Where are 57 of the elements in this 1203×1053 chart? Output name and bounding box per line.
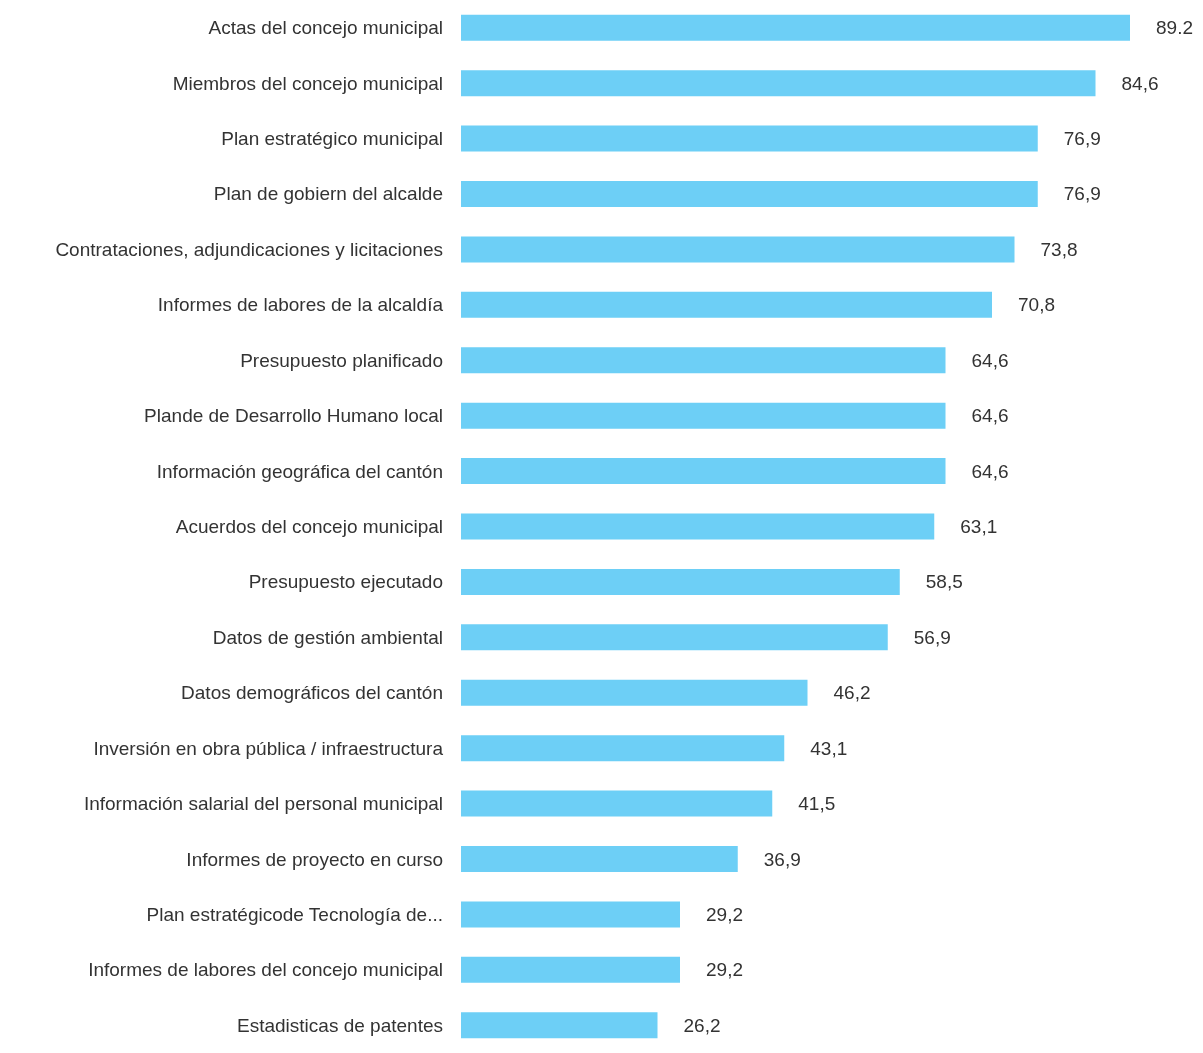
y-tick-label: Plande de Desarrollo Humano local — [144, 405, 443, 427]
data-label: 43,1 — [810, 737, 848, 759]
y-tick-label: Información geográfica del cantón — [156, 460, 443, 482]
data-label: 29,2 — [706, 903, 743, 925]
y-tick-label: Informes de labores de la alcaldía — [157, 294, 444, 316]
y-tick-label: Datos demográficos del cantón — [181, 682, 443, 704]
bar — [461, 846, 738, 873]
data-label: 29,2 — [706, 959, 743, 981]
bar — [461, 735, 785, 762]
bar — [461, 624, 888, 651]
data-label: 36,9 — [763, 848, 801, 870]
y-tick-label: Presupuesto ejecutado — [248, 571, 443, 593]
data-label: 70,8 — [1018, 294, 1055, 316]
data-label: 58,5 — [925, 571, 963, 593]
y-tick-label: Plan de gobiern del alcalde — [213, 183, 443, 205]
data-label: 63,1 — [960, 516, 998, 537]
bar — [461, 180, 1038, 207]
bar — [461, 70, 1096, 97]
bar — [461, 458, 946, 485]
y-tick-label: Acuerdos del concejo municipal — [175, 516, 443, 537]
bar — [461, 790, 773, 817]
data-label: 73,8 — [1040, 238, 1078, 260]
bar — [461, 125, 1038, 152]
bar — [461, 568, 900, 595]
bar — [461, 901, 680, 928]
data-label: 64,6 — [971, 460, 1009, 482]
y-tick-label: Estadisticas de patentes — [237, 1014, 443, 1036]
y-tick-label: Plan estratégicode Tecnología de... — [146, 903, 443, 925]
bar — [461, 679, 808, 706]
bar — [461, 956, 680, 983]
data-label: 26,2 — [683, 1014, 721, 1036]
data-label: 76,9 — [1063, 183, 1101, 205]
y-tick-label: Plan estratégico municipal — [221, 128, 443, 150]
y-tick-label: Inversión en obra pública / infraestructura — [93, 737, 444, 759]
bar — [461, 14, 1130, 41]
bar — [461, 1012, 658, 1039]
bar — [461, 347, 946, 374]
y-tick-label: Contrataciones, adjundicaciones y licitaciones — [55, 238, 443, 260]
data-label: 84,6 — [1121, 72, 1159, 94]
y-tick-label: Miembros del concejo municipal — [172, 72, 443, 94]
bar — [461, 291, 992, 318]
y-tick-label: Presupuesto planificado — [240, 349, 443, 371]
data-label: 46,2 — [833, 682, 871, 704]
y-tick-label: Actas del concejo municipal — [208, 17, 443, 39]
data-label: 76,9 — [1063, 128, 1101, 150]
bar — [461, 513, 935, 540]
y-tick-label: Datos de gestión ambiental — [212, 626, 443, 648]
y-tick-label: Informes de proyecto en curso — [186, 848, 443, 870]
data-label: 56,9 — [913, 626, 951, 648]
bar — [461, 236, 1015, 263]
data-label: 89.2 — [1156, 17, 1193, 39]
data-label: 41,5 — [798, 793, 836, 815]
data-label: 64,6 — [971, 405, 1009, 427]
data-label: 64,6 — [971, 349, 1009, 371]
bar — [461, 402, 946, 429]
y-tick-label: Informes de labores del concejo municipal — [88, 959, 443, 981]
y-tick-label: Información salarial del personal municipal — [83, 793, 443, 815]
